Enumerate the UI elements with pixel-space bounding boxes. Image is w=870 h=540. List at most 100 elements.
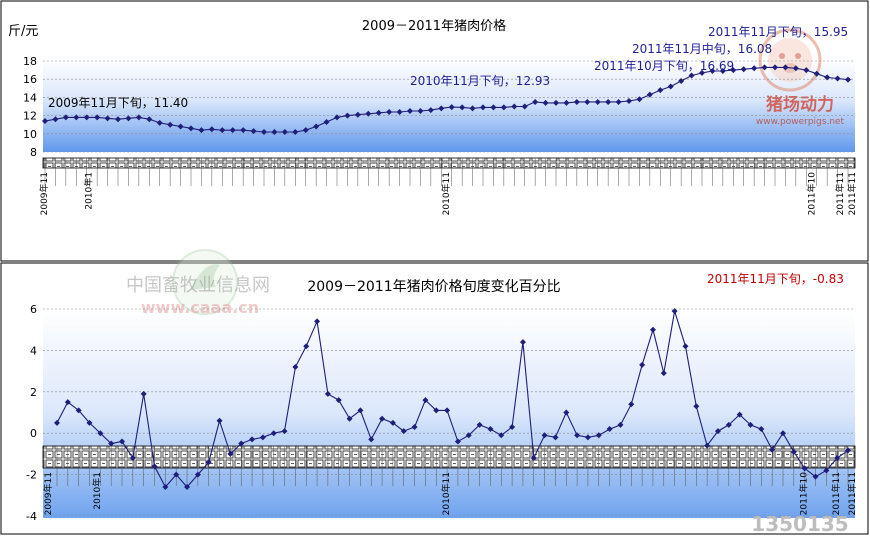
- data-point: [303, 343, 310, 350]
- bottom-plot-area: [43, 309, 855, 518]
- data-point: [719, 68, 726, 75]
- data-point: [553, 99, 559, 106]
- data-point: [639, 361, 646, 368]
- data-point: [389, 419, 396, 426]
- data-point: [751, 65, 758, 72]
- data-point: [667, 83, 674, 90]
- data-point: [270, 430, 277, 437]
- data-point: [125, 115, 132, 122]
- data-point: [448, 104, 455, 111]
- data-point: [725, 421, 732, 428]
- data-point: [834, 455, 841, 462]
- data-point: [250, 128, 257, 135]
- data-point: [459, 104, 466, 111]
- url-watermark-top: www.powerpigs.net: [756, 117, 845, 127]
- data-point: [769, 446, 776, 453]
- y-tick-label: 6: [30, 303, 37, 316]
- data-point: [823, 467, 830, 474]
- data-point: [688, 72, 695, 79]
- top-grid: [43, 60, 855, 153]
- annotation-label: 2011年10月下旬，16.69: [594, 59, 734, 73]
- data-point: [792, 65, 799, 72]
- data-point: [314, 318, 321, 325]
- data-point: [281, 128, 288, 135]
- x-year-label: 2011年11: [830, 472, 842, 515]
- bottom-chart-title: 2009－2011年猪肉价格旬度变化百分比: [307, 279, 560, 295]
- annotation-label: 2011年11月中旬，16.08: [632, 41, 772, 56]
- data-point: [438, 105, 445, 112]
- data-point: [747, 421, 754, 428]
- data-point: [42, 118, 48, 125]
- data-point: [54, 419, 60, 426]
- data-point: [790, 448, 797, 455]
- bottom-y-ticks: -4 -2 0 2 4 6: [26, 303, 37, 523]
- data-point: [803, 67, 810, 74]
- brand-watermark-top: 猪场动力: [766, 94, 834, 115]
- bottom-x-tick-band: 2009年11 2010年1 2010年11 2011年10 2011年11 2011年1…: [42, 445, 858, 515]
- data-point: [782, 64, 789, 71]
- data-point: [115, 116, 121, 123]
- x-year-label: 2011年11: [846, 172, 858, 215]
- data-point: [490, 104, 497, 111]
- data-point: [368, 436, 375, 443]
- x-year-label: 2010年11: [440, 472, 452, 515]
- annotation-label: 2011年11月下旬，15.95: [708, 25, 848, 39]
- data-point: [52, 116, 59, 123]
- data-point: [198, 127, 205, 134]
- data-point: [379, 415, 386, 422]
- data-point: [487, 426, 494, 433]
- data-point: [411, 423, 418, 430]
- data-point: [259, 434, 266, 441]
- data-point: [521, 103, 528, 110]
- data-point: [354, 111, 361, 118]
- data-point: [573, 98, 580, 105]
- y-tick-label: 12: [23, 110, 37, 123]
- data-point: [682, 343, 689, 350]
- data-point: [83, 114, 90, 121]
- data-point: [660, 370, 667, 377]
- top-y-ticks: 8 10 12 14 16 18: [23, 55, 37, 159]
- data-point: [86, 419, 93, 426]
- data-point: [249, 436, 256, 443]
- y-tick-label: 8: [30, 146, 37, 159]
- x-year-label: 2010年11: [440, 172, 452, 215]
- data-point: [108, 440, 115, 447]
- data-point: [346, 415, 353, 422]
- y-tick-label: 10: [23, 128, 37, 141]
- data-point: [649, 326, 656, 333]
- data-point: [227, 450, 234, 457]
- x-year-label: 2011年11: [846, 472, 858, 515]
- data-point: [271, 128, 278, 135]
- data-point: [313, 123, 320, 130]
- data-point: [292, 363, 299, 370]
- data-point: [240, 127, 247, 134]
- top-chart-title: 2009－2011年猪肉价格: [362, 18, 506, 34]
- data-point: [606, 426, 613, 433]
- data-point: [657, 87, 664, 94]
- data-point: [173, 471, 180, 478]
- data-point: [530, 455, 537, 462]
- data-point: [94, 114, 101, 121]
- data-point: [465, 432, 472, 439]
- data-point: [636, 96, 643, 103]
- data-point: [779, 430, 786, 437]
- data-point: [476, 421, 483, 428]
- data-point: [714, 428, 721, 435]
- data-point: [671, 308, 678, 315]
- data-point: [119, 438, 126, 445]
- url-watermark-bottom: www.caaa.cn: [141, 298, 259, 317]
- data-point: [801, 465, 808, 472]
- data-point: [129, 455, 136, 462]
- data-point: [386, 108, 393, 115]
- data-point: [357, 407, 364, 414]
- data-point: [229, 127, 236, 134]
- annotation-label: 2009年11月下旬，11.40: [48, 96, 188, 110]
- data-point: [761, 64, 768, 71]
- data-point: [422, 397, 429, 404]
- data-point: [509, 423, 516, 430]
- caaa-logo-watermark: [172, 249, 238, 315]
- data-point: [454, 438, 461, 445]
- data-point: [498, 432, 505, 439]
- data-point: [261, 128, 267, 135]
